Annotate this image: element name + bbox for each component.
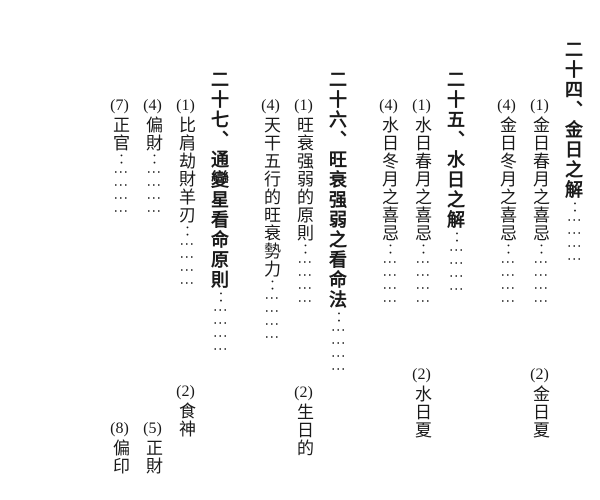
item-text: 水日冬月之喜忌 [376,116,401,242]
section-26-title-col: 二十六、旺衰强弱之看命法 ︰⋮⋮⋮⋮ [324,70,350,500]
s25-item-4: (4) 水日冬月之喜忌 ︰⋮⋮⋮⋮ [376,98,401,500]
s26-item-4: (4) 天干五行的旺衰勢力 ︰⋮⋮⋮⋮ [258,98,283,500]
item-text: 偏財 [140,116,165,152]
spacer [476,40,486,500]
leader-dots: ︰⋮⋮⋮⋮ [379,242,399,307]
section-25-title: 二十五、水日之解 [442,70,468,230]
item-text: 金日夏 [527,385,552,439]
s24-item-1: (1) 金日春月之喜忌 ︰⋮⋮⋮⋮ (2) 金日夏 [527,98,552,500]
section-27-title: 二十七、通變星看命原則 [206,70,232,290]
leader-dots: ︰⋮⋮⋮⋮ [530,242,550,307]
s26-item-1: (1) 旺衰强弱的原則 ︰⋮⋮⋮⋮ (2) 生日的 [291,98,316,500]
leader-dots: ︰⋮⋮⋮⋮ [143,152,163,217]
leader-dots: ︰⋮⋮⋮⋮ [412,242,432,307]
item-number: (4) [261,98,280,114]
toc-page: 二十四、金日之解 ︰⋮⋮⋮⋮ (1) 金日春月之喜忌 ︰⋮⋮⋮⋮ (2) 金日夏… [10,40,590,500]
item-text: 偏印 [107,439,132,475]
item-text: 生日的 [291,403,316,457]
item-number: (4) [497,98,516,114]
item-number: (2) [412,367,431,383]
spacer [358,40,368,500]
leader-dots: ︰⋮⋮⋮⋮ [563,200,583,265]
item-number: (1) [412,98,431,114]
item-number: (2) [176,384,195,400]
item-number: (5) [143,421,162,437]
section-25-title-col: 二十五、水日之解 ︰⋮⋮⋮⋮ [442,70,468,500]
section-27-title-col: 二十七、通變星看命原則 ︰⋮⋮⋮⋮ [206,70,232,500]
item-number: (2) [530,367,549,383]
item-number: (4) [379,98,398,114]
leader-dots: ︰⋮⋮⋮⋮ [497,242,517,307]
section-24-title: 二十四、金日之解 [560,40,586,200]
leader-dots: ︰⋮⋮⋮⋮ [209,290,229,355]
item-number: (7) [110,98,129,114]
leader-dots: ︰⋮⋮⋮⋮ [327,310,347,375]
item-text: 比肩劫財羊刃 [173,116,198,224]
item-text: 正官 [107,116,132,152]
s24-item-4: (4) 金日冬月之喜忌 ︰⋮⋮⋮⋮ [494,98,519,500]
leader-dots: ︰⋮⋮⋮⋮ [294,242,314,307]
item-number: (4) [143,98,162,114]
leader-dots: ︰⋮⋮⋮⋮ [176,224,196,289]
s27-item-4: (4) 偏財 ︰⋮⋮⋮⋮ (5) 正財 [140,98,165,500]
item-number: (1) [176,98,195,114]
section-24-title-col: 二十四、金日之解 ︰⋮⋮⋮⋮ [560,40,586,500]
s25-item-1: (1) 水日春月之喜忌 ︰⋮⋮⋮⋮ (2) 水日夏 [409,98,434,500]
leader-dots: ︰⋮⋮⋮⋮ [261,278,281,343]
spacer [240,40,250,500]
item-text: 旺衰强弱的原則 [291,116,316,242]
item-text: 正財 [140,439,165,475]
item-text: 金日春月之喜忌 [527,116,552,242]
item-text: 金日冬月之喜忌 [494,116,519,242]
item-text: 天干五行的旺衰勢力 [258,116,283,278]
item-number: (1) [530,98,549,114]
item-text: 食神 [173,402,198,438]
item-number: (8) [110,421,129,437]
s27-item-1: (1) 比肩劫財羊刃 ︰⋮⋮⋮⋮ (2) 食神 [173,98,198,500]
item-number: (2) [294,385,313,401]
item-text: 水日春月之喜忌 [409,116,434,242]
item-text: 水日夏 [409,385,434,439]
leader-dots: ︰⋮⋮⋮⋮ [110,152,130,217]
item-number: (1) [294,98,313,114]
s27-item-7: (7) 正官 ︰⋮⋮⋮⋮ (8) 偏印 [107,98,132,500]
section-26-title: 二十六、旺衰强弱之看命法 [324,70,350,310]
leader-dots: ︰⋮⋮⋮⋮ [445,230,465,295]
